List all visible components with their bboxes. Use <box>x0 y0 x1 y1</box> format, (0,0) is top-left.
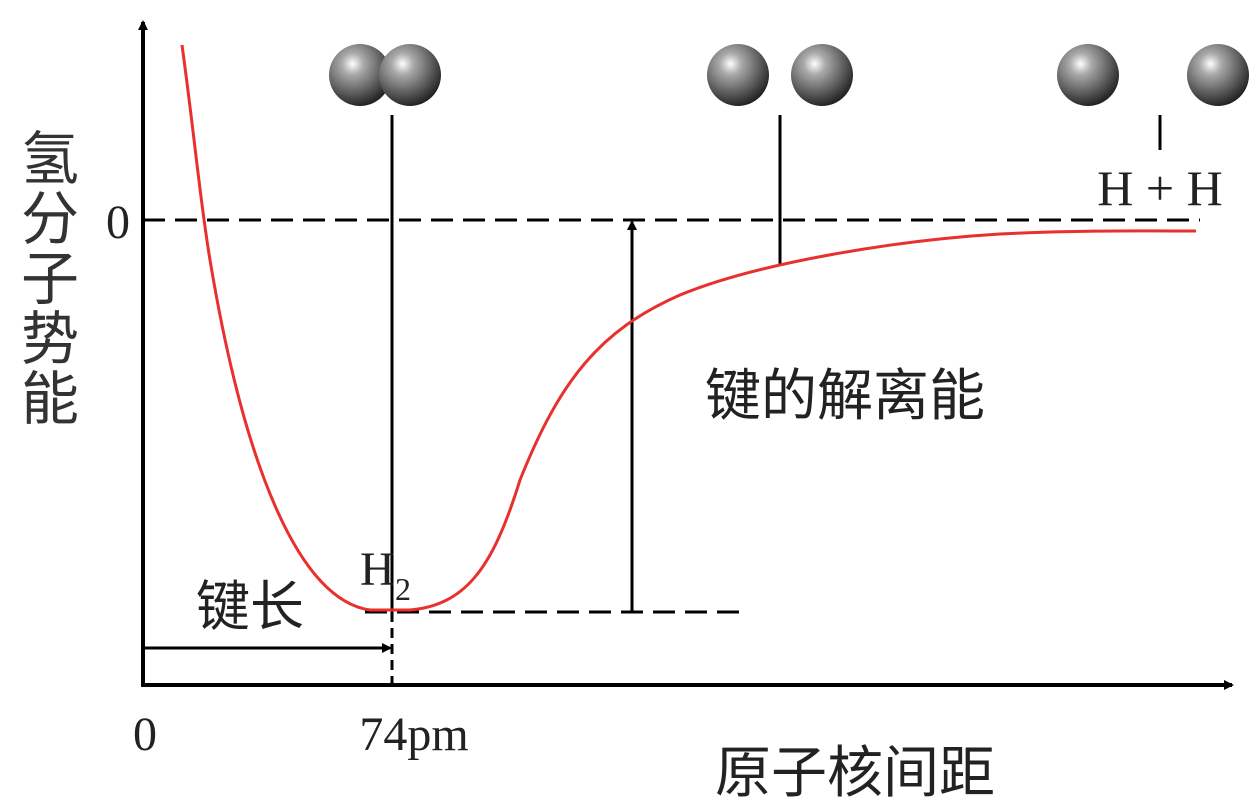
diagram: 氢分子势能 0 0 74pm 原子核间距 H + H 键的解离能 H 2 键长 <box>0 0 1250 812</box>
potential-curve-diagram: 0 0 74pm 原子核间距 H + H 键的解离能 H 2 键长 <box>0 0 1250 812</box>
atom <box>1057 44 1119 106</box>
x-axis-label: 原子核间距 <box>715 741 995 806</box>
molecule-subscript: 2 <box>395 571 411 607</box>
atom <box>1187 44 1249 106</box>
x-bond-label: 74pm <box>359 708 468 761</box>
atom <box>707 44 769 106</box>
atom <box>791 44 853 106</box>
bond-length-label: 键长 <box>196 575 304 638</box>
atom <box>379 44 441 106</box>
molecule-label: H <box>360 543 395 596</box>
potential-curve <box>182 45 1196 610</box>
dissociation-label: 键的解离能 <box>705 364 985 429</box>
x-zero-label: 0 <box>133 708 157 761</box>
separated-label: H + H <box>1097 160 1222 216</box>
y-zero-label: 0 <box>106 196 130 249</box>
